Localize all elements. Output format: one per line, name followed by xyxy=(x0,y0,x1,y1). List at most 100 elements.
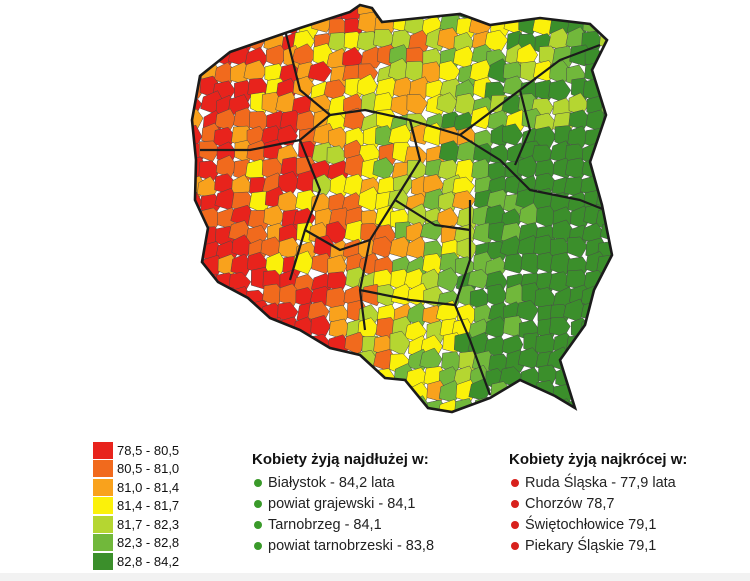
bottom-band xyxy=(0,573,750,581)
list-item: Białystok - 84,2 lata xyxy=(252,472,434,493)
district-area xyxy=(213,15,236,38)
district-area xyxy=(599,220,612,242)
district-area xyxy=(373,29,395,50)
district-area xyxy=(298,381,321,406)
bullet-dot-icon xyxy=(511,499,519,508)
district-area xyxy=(613,61,634,82)
district-area xyxy=(231,366,254,389)
district-area xyxy=(456,237,479,262)
district-area xyxy=(615,283,636,305)
district-area xyxy=(192,268,207,291)
legend-swatch xyxy=(93,478,113,496)
district-area xyxy=(421,61,443,86)
district-area xyxy=(228,337,252,359)
district-area xyxy=(536,397,561,412)
district-area xyxy=(341,365,363,391)
district-area xyxy=(310,315,331,338)
district-area xyxy=(248,110,270,133)
legend-class: 80,5 - 81,0 xyxy=(93,460,179,479)
district-area xyxy=(618,94,641,116)
voivodeship-border xyxy=(288,139,322,281)
district-area xyxy=(406,93,429,116)
district-area xyxy=(192,28,208,50)
district-area xyxy=(227,351,251,374)
district-area xyxy=(535,333,558,357)
district-area xyxy=(424,418,445,430)
legend-class: 82,3 - 82,8 xyxy=(93,534,179,553)
district-area xyxy=(488,396,511,412)
district-area xyxy=(599,400,612,412)
district-area xyxy=(601,142,612,166)
legend-class: 82,8 - 84,2 xyxy=(93,552,179,571)
district-area xyxy=(282,5,304,23)
district-area xyxy=(198,140,221,162)
district-area xyxy=(598,416,619,430)
district-area xyxy=(618,400,640,421)
district-area xyxy=(552,411,576,412)
district-area xyxy=(328,384,351,407)
legend-class: 81,0 - 81,4 xyxy=(93,478,179,497)
bullet-dot-icon xyxy=(511,478,519,487)
district-area xyxy=(198,28,219,51)
district-area xyxy=(617,208,637,229)
district-area xyxy=(601,316,612,341)
district-area xyxy=(192,316,206,341)
list-item-text: Piekary Śląskie 79,1 xyxy=(525,537,657,554)
bullet-dot-icon xyxy=(254,478,262,487)
legend-swatch xyxy=(93,534,113,552)
district-area xyxy=(192,367,208,390)
district-area xyxy=(361,398,385,412)
district-area xyxy=(501,400,526,412)
district-area xyxy=(198,160,221,182)
district-area xyxy=(248,190,271,215)
district-area xyxy=(249,417,270,430)
bullet-dot-icon xyxy=(254,541,262,550)
district-area xyxy=(518,385,540,409)
district-area xyxy=(517,155,538,181)
district-area xyxy=(613,16,635,40)
district-area xyxy=(192,283,206,309)
district-area xyxy=(436,92,458,115)
list-item-text: Białystok - 84,2 lata xyxy=(268,474,395,491)
district-area xyxy=(520,5,542,19)
list-item: Ruda Śląska - 77,9 lata xyxy=(509,472,687,493)
district-area xyxy=(198,43,222,68)
voivodeship-border xyxy=(459,134,606,212)
district-area xyxy=(259,384,282,407)
legend-class: 81,7 - 82,3 xyxy=(93,515,179,534)
district-area xyxy=(263,205,285,229)
district-area xyxy=(211,28,234,51)
legend-swatch xyxy=(93,460,113,478)
bullet-dot-icon xyxy=(254,499,262,508)
legend-class-label: 81,7 - 82,3 xyxy=(117,516,180,532)
district-area xyxy=(442,418,463,431)
district-area xyxy=(617,113,641,134)
district-area xyxy=(192,382,206,408)
district-area xyxy=(247,317,269,339)
legend-swatch xyxy=(93,441,113,459)
district-area xyxy=(389,330,411,356)
bullet-dot-icon xyxy=(511,520,519,529)
district-area xyxy=(199,349,223,374)
district-area xyxy=(230,253,253,277)
district-area xyxy=(598,353,612,376)
district-area xyxy=(614,48,634,70)
district-area xyxy=(485,256,508,278)
district-area xyxy=(486,5,508,20)
district-area xyxy=(296,399,318,412)
list-item: powiat grajewski - 84,1 xyxy=(252,493,434,514)
district-area xyxy=(197,302,220,327)
district-area xyxy=(617,34,638,55)
district-area xyxy=(612,335,634,357)
list-item-text: Tarnobrzeg - 84,1 xyxy=(268,516,382,533)
district-area xyxy=(216,415,238,430)
district-area xyxy=(326,413,348,430)
district-area xyxy=(297,414,319,430)
district-area xyxy=(192,396,208,412)
district-area xyxy=(568,349,590,372)
district-area xyxy=(234,380,256,405)
list-item: powiat tarnobrzeski - 83,8 xyxy=(252,535,434,556)
district-area xyxy=(201,385,224,408)
district-area xyxy=(615,188,638,210)
district-area xyxy=(505,415,525,430)
